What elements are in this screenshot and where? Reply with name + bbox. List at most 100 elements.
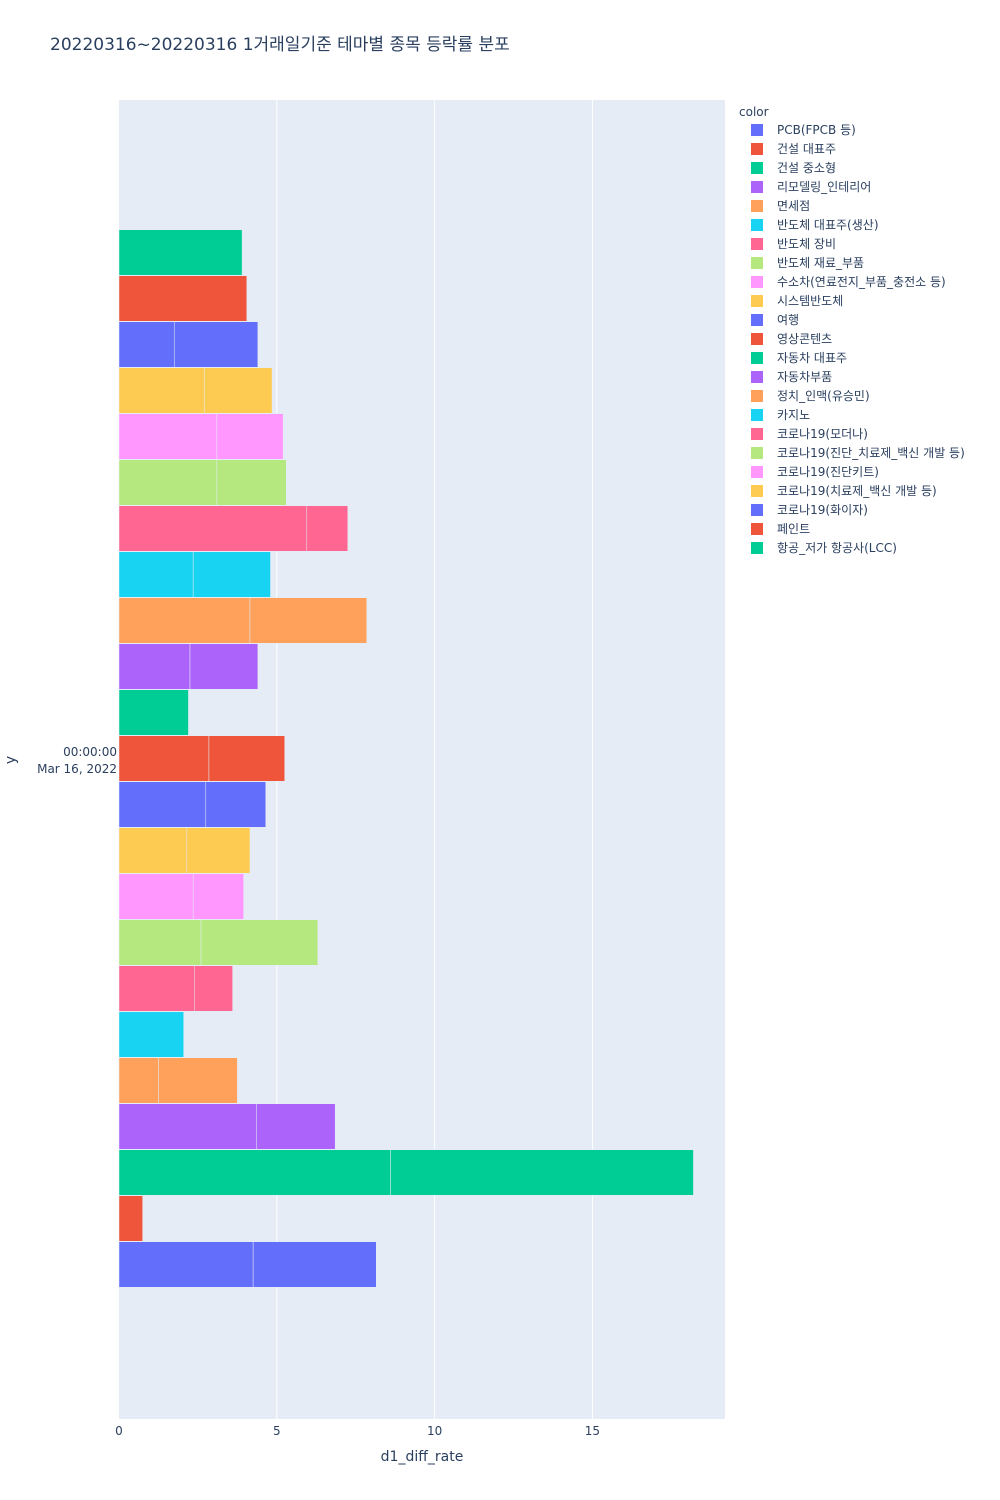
legend-item[interactable]: 페인트 [751,522,810,536]
legend-swatch [751,314,763,326]
bar-segment[interactable] [194,965,233,1012]
legend-label: 여행 [777,312,799,327]
legend-label: 코로나19(치료제_백신 개발 등) [777,484,937,498]
legend-swatch [751,523,763,535]
bar-segment[interactable] [173,321,259,368]
bar-segment[interactable] [118,367,205,414]
bar-segment[interactable] [118,459,218,506]
bar-segment[interactable] [118,1057,159,1104]
legend-label: 자동차 대표주 [777,351,847,365]
legend-item[interactable]: 코로나19(진단_치료제_백신 개발 등) [751,446,965,460]
legend-swatch [751,257,763,269]
bar-segment[interactable] [118,1241,254,1288]
legend-item[interactable]: 코로나19(치료제_백신 개발 등) [751,484,937,498]
legend-item[interactable]: 코로나19(모더나) [751,427,868,441]
legend-label: 코로나19(모더나) [777,427,868,441]
legend-item[interactable]: 건설 중소형 [751,161,836,175]
bar-segment[interactable] [118,321,175,368]
bar-segment[interactable] [118,505,308,552]
legend-item[interactable]: 수소차(연료전지_부품_충전소 등) [751,275,946,289]
bar-segment[interactable] [205,781,267,828]
bar-segment[interactable] [118,965,195,1012]
legend-item[interactable]: 코로나19(화이자) [751,503,868,517]
legend-item[interactable]: 반도체 장비 [751,237,836,251]
bar-segment[interactable] [118,551,194,598]
legend-swatch [751,200,763,212]
legend-swatch [751,162,763,174]
bar-segment[interactable] [192,551,271,598]
legend-title: color [739,105,769,119]
legend-label: 코로나19(진단키트) [777,465,879,479]
legend-label: 항공_저가 항공사(LCC) [777,541,897,555]
legend-item[interactable]: 영상콘텐츠 [751,332,832,346]
legend-label: 시스템반도체 [777,294,843,308]
bar-segment[interactable] [186,827,251,874]
legend-label: 영상콘텐츠 [777,332,832,346]
bar-segment[interactable] [118,735,210,782]
bar-segment[interactable] [118,827,188,874]
bar-segment[interactable] [118,1011,184,1058]
legend-item[interactable]: 반도체 재료_부품 [751,256,864,270]
legend-swatch [751,447,763,459]
bar-segment[interactable] [192,873,244,920]
bar-segment[interactable] [252,1241,377,1288]
legend-item[interactable]: PCB(FPCB 등) [751,123,856,137]
legend-label: 페인트 [777,522,810,536]
legend-item[interactable]: 반도체 대표주(생산) [751,218,879,232]
legend-swatch [751,295,763,307]
legend-item[interactable]: 여행 [751,312,799,327]
legend-item[interactable]: 시스템반도체 [751,294,843,308]
legend-item[interactable]: 항공_저가 항공사(LCC) [751,541,897,555]
legend-item[interactable]: 코로나19(진단키트) [751,465,879,479]
legend-label: 건설 대표주 [777,142,836,156]
legend-item[interactable]: 건설 대표주 [751,142,836,156]
bar-segment[interactable] [118,689,189,736]
legend-swatch [751,333,763,345]
bar-segment[interactable] [200,919,319,966]
bar-segment[interactable] [118,781,207,828]
legend-swatch [751,143,763,155]
legend-item[interactable]: 자동차 대표주 [751,351,847,365]
bar-segment[interactable] [118,919,202,966]
legend-label: 반도체 대표주(생산) [777,218,879,232]
bar-segment[interactable] [216,459,287,506]
bar-segment[interactable] [203,367,273,414]
legend-swatch [751,124,763,136]
bar-segment[interactable] [256,1103,336,1150]
legend-item[interactable]: 리모델링_인테리어 [751,180,871,194]
bar-segment[interactable] [216,413,284,460]
bar-segment[interactable] [249,597,368,644]
x-axis-ticks: 0 5 10 15 [115,1424,600,1438]
bar-segment[interactable] [118,275,248,322]
bar-segment[interactable] [189,643,259,690]
bar-segment[interactable] [306,505,349,552]
legend-label: 수소차(연료전지_부품_충전소 등) [777,275,946,289]
bar-segment[interactable] [118,1195,143,1242]
legend-item[interactable]: 정치_인맥(유승민) [751,389,870,403]
legend-item[interactable]: 카지노 [751,408,810,422]
legend-swatch [751,238,763,250]
bar-segment[interactable] [118,597,251,644]
bar-segment[interactable] [118,229,243,276]
bar-segment[interactable] [118,413,218,460]
legend-swatch [751,219,763,231]
x-tick-label: 0 [115,1424,123,1438]
x-tick-label: 10 [427,1424,442,1438]
bar-segment[interactable] [118,1149,391,1196]
legend-swatch [751,466,763,478]
bar-segment[interactable] [208,735,285,782]
legend-swatch [751,371,763,383]
bar-segment[interactable] [118,873,194,920]
legend-item[interactable]: 면세점 [751,199,810,213]
legend-swatch [751,485,763,497]
legend-item[interactable]: 자동차부품 [751,370,832,384]
chart-title: 20220316~20220316 1거래일기준 테마별 종목 등락률 분포 [50,35,510,55]
y-tick-label-date: Mar 16, 2022 [37,762,117,776]
bar-segment[interactable] [118,1103,257,1150]
bar-segment[interactable] [158,1057,238,1104]
bar-segment[interactable] [118,643,191,690]
legend-label: 반도체 재료_부품 [777,256,864,270]
bar-segment[interactable] [390,1149,694,1196]
